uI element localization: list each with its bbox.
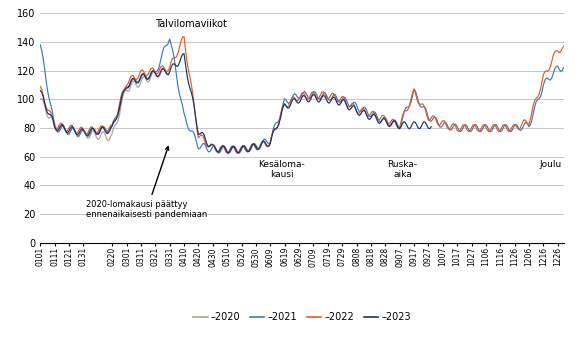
Text: Talvilomaviikot: Talvilomaviikot [155,19,227,29]
Text: Ruska-
aika: Ruska- aika [388,160,417,179]
Text: 2020-lomakausi päättyy
ennenaikaisesti pandemiaan: 2020-lomakausi päättyy ennenaikaisesti p… [86,146,208,219]
Legend: –2020, –2021, –2022, –2023: –2020, –2021, –2022, –2023 [189,308,415,327]
Text: Kesäloma-
kausi: Kesäloma- kausi [258,160,305,179]
Text: Joulu: Joulu [539,160,562,169]
